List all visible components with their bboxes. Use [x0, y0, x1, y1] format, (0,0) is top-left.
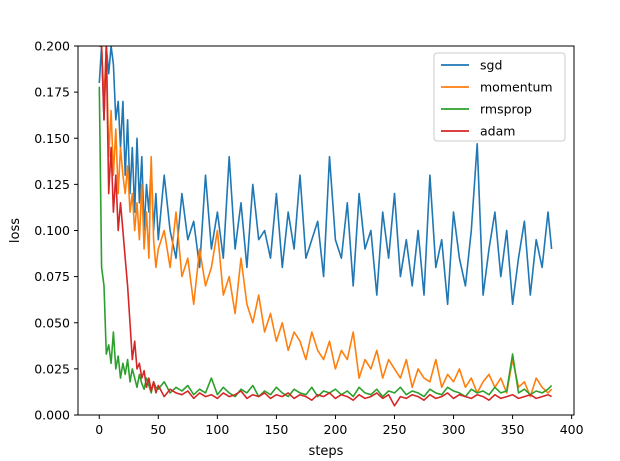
series-layer [98, 46, 553, 407]
legend-label-adam: adam [480, 124, 515, 139]
y-tick-label: 0.150 [34, 131, 70, 146]
series-line-sgd [98, 46, 553, 306]
y-tick-label: 0.125 [34, 177, 70, 192]
legend-label-momentum: momentum [480, 80, 553, 95]
y-tick-label: 0.050 [34, 315, 70, 330]
x-tick-label: 50 [150, 422, 166, 437]
x-tick-label: 300 [442, 422, 466, 437]
x-tick-label: 150 [264, 422, 288, 437]
x-tick-label: 250 [383, 422, 407, 437]
series-line-adam [99, 46, 552, 407]
y-axis-label: loss [8, 218, 23, 243]
y-tick-label: 0.200 [34, 39, 70, 54]
series-line-momentum [99, 46, 553, 398]
y-tick-label: 0.175 [34, 85, 70, 100]
y-tick-label: 0.000 [34, 408, 70, 423]
x-tick-label: 350 [501, 422, 525, 437]
y-tick-label: 0.025 [34, 361, 70, 376]
x-tick-label: 0 [95, 422, 103, 437]
legend-label-sgd: sgd [480, 58, 502, 73]
legend-entries: sgd momentum rmsprop adam [441, 58, 553, 139]
legend-label-rmsprop: rmsprop [480, 102, 532, 117]
x-axis-ticks: 0 50 100 150 200 250 300 350 400 [95, 415, 584, 437]
plot-area [77, 45, 575, 416]
legend-frame [433, 52, 566, 142]
y-axis-ticks: 0.000 0.025 0.050 0.075 0.100 0.125 0.150 0.175… [34, 39, 78, 423]
x-tick-label: 400 [560, 422, 584, 437]
legend: sgd momentum rmsprop adam [433, 52, 566, 142]
y-tick-label: 0.075 [34, 269, 70, 284]
x-tick-label: 100 [205, 422, 229, 437]
y-tick-label: 0.100 [34, 223, 70, 238]
x-axis-label: steps [309, 444, 344, 459]
x-tick-label: 200 [324, 422, 348, 437]
